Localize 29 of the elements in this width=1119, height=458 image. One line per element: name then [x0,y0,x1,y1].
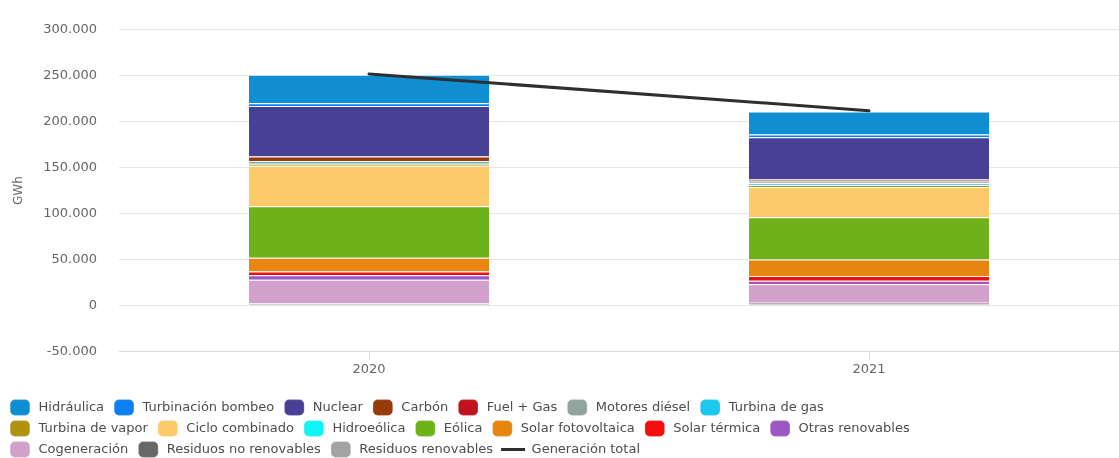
legend-label: Solar térmica [673,419,761,435]
legend-label: Turbinación bombeo [141,398,275,414]
legend-label: Hidroeólica [332,419,406,435]
legend-label: Ciclo combinado [186,419,294,435]
legend-label: Motores diésel [595,398,691,414]
y-tick-label: 50.000 [51,250,97,266]
legend-label: Hidráulica [38,398,105,414]
y-axis-title: GWh [11,176,26,205]
y-tick-label: 0 [88,296,97,312]
legend-label: Fuel + Gas [486,398,558,414]
legend-label: Carbón [401,398,449,414]
legend-label: Generación total [531,440,640,456]
legend-label: Eólica [443,419,483,435]
y-tick-label: 250.000 [43,67,97,83]
legend-label: Turbina de gas [727,398,825,414]
legend-label: Nuclear [312,398,364,414]
legend-label: Solar fotovoltaica [520,419,635,435]
y-tick-label: 300.000 [43,21,97,37]
x-tick-label: 2021 [852,360,886,376]
legend-label: Residuos no renovables [166,440,322,456]
y-tick-label: -50.000 [46,342,97,358]
legend-label: Residuos renovables [359,440,494,456]
legend-label: Otras renovables [798,419,910,435]
legend-label: Turbina de vapor [37,419,149,435]
x-tick-label: 2020 [352,360,386,376]
y-tick-label: 100.000 [43,204,97,220]
y-tick-label: 150.000 [43,159,97,174]
legend-label: Cogeneración [38,440,129,456]
y-tick-label: 200.000 [43,113,97,129]
